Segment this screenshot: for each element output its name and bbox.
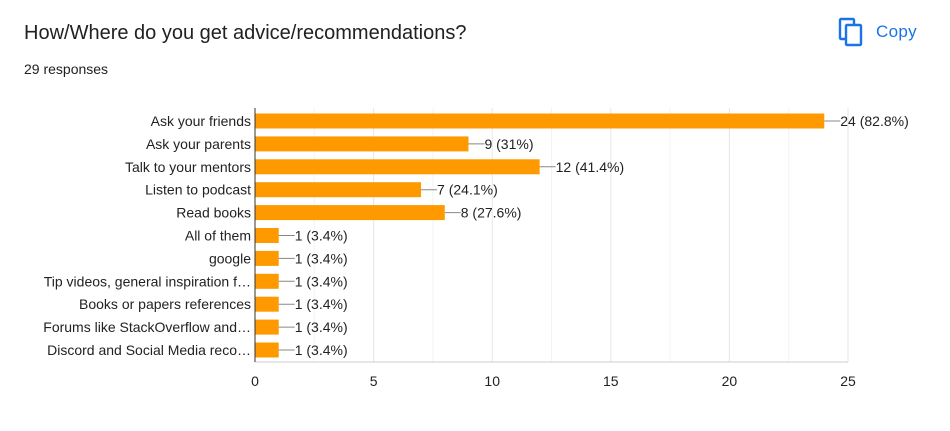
data-label: 24 (82.8%) xyxy=(840,113,908,129)
bar xyxy=(255,319,279,335)
question-title: How/Where do you get advice/recommendati… xyxy=(24,22,467,44)
data-label: 1 (3.4%) xyxy=(295,273,348,289)
x-tick-label: 15 xyxy=(603,373,619,389)
x-tick-label: 25 xyxy=(840,373,856,389)
data-label: 1 (3.4%) xyxy=(295,319,348,335)
bar xyxy=(255,273,279,289)
data-label: 9 (31%) xyxy=(484,136,533,152)
bar xyxy=(255,250,279,266)
data-label: 8 (27.6%) xyxy=(461,205,522,221)
category-label: Ask your friends xyxy=(151,113,251,129)
copy-button[interactable]: Copy xyxy=(832,14,923,50)
category-label: google xyxy=(209,250,251,266)
category-label: All of them xyxy=(185,228,251,244)
x-tick-label: 5 xyxy=(370,373,378,389)
data-label: 1 (3.4%) xyxy=(295,296,348,312)
bar xyxy=(255,113,825,129)
category-label: Listen to podcast xyxy=(145,182,251,198)
bar xyxy=(255,136,469,152)
data-label: 7 (24.1%) xyxy=(437,182,498,198)
response-count: 29 responses xyxy=(24,61,109,77)
category-label: Talk to your mentors xyxy=(125,159,251,175)
bar xyxy=(255,159,540,175)
category-label: Discord and Social Media reco… xyxy=(47,342,251,358)
data-label: 12 (41.4%) xyxy=(556,159,624,175)
bar xyxy=(255,296,279,312)
category-label: Ask your parents xyxy=(146,136,251,152)
data-label: 1 (3.4%) xyxy=(295,250,348,266)
copy-label: Copy xyxy=(876,22,917,41)
x-tick-label: 10 xyxy=(484,373,500,389)
category-label: Read books xyxy=(176,205,251,221)
data-label: 1 (3.4%) xyxy=(295,342,348,358)
x-tick-label: 20 xyxy=(722,373,738,389)
category-label: Tip videos, general inspiration f… xyxy=(44,273,251,289)
data-label: 1 (3.4%) xyxy=(295,228,348,244)
bar xyxy=(255,182,422,198)
x-tick-label: 0 xyxy=(251,373,259,389)
bar xyxy=(255,205,445,221)
copy-icon xyxy=(838,17,864,47)
category-label: Forums like StackOverflow and… xyxy=(43,319,251,335)
bar xyxy=(255,228,279,243)
category-label: Books or papers references xyxy=(79,296,251,312)
bar xyxy=(255,342,279,358)
